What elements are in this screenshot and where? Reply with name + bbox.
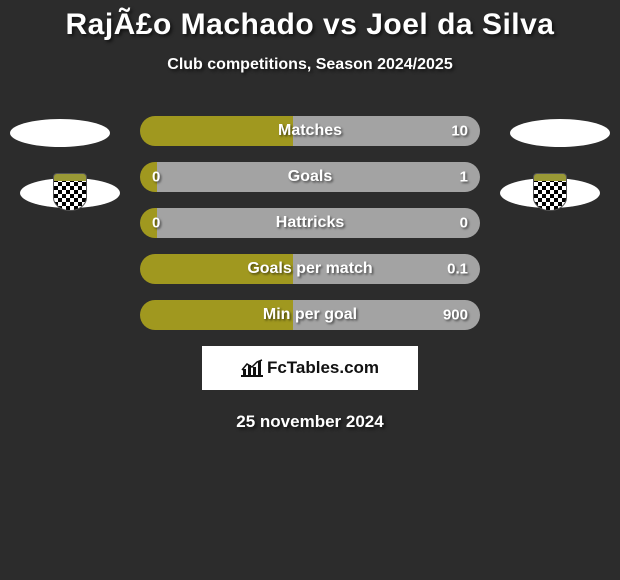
crest-icon <box>533 173 567 211</box>
stat-label: Matches <box>278 122 342 140</box>
source-logo-text: FcTables.com <box>267 358 379 378</box>
stat-row: Min per goal 900 <box>140 300 480 330</box>
stat-bars: Matches 10 Goals 0 1 Hattricks 0 0 Goals per mat… <box>140 116 480 330</box>
stat-label: Goals <box>288 168 332 186</box>
comparison-card: RajÃ£o Machado vs Joel da Silva Club com… <box>0 0 620 432</box>
stat-value-left: 0 <box>152 169 160 186</box>
date-label: 25 november 2024 <box>0 412 620 432</box>
stat-row: Matches 10 <box>140 116 480 146</box>
stat-row: Hattricks 0 0 <box>140 208 480 238</box>
stat-bar-left <box>140 116 293 146</box>
stat-value-right: 0 <box>460 215 468 232</box>
stat-row: Goals 0 1 <box>140 162 480 192</box>
page-title: RajÃ£o Machado vs Joel da Silva <box>0 8 620 42</box>
stat-value-left: 0 <box>152 215 160 232</box>
crest-icon <box>53 173 87 211</box>
stat-label: Hattricks <box>276 214 344 232</box>
chart-icon <box>241 359 263 377</box>
player-left-avatar <box>10 119 110 147</box>
stat-value-right: 0.1 <box>447 261 468 278</box>
source-logo: FcTables.com <box>202 346 418 390</box>
main-row: Matches 10 Goals 0 1 Hattricks 0 0 Goals per mat… <box>0 116 620 330</box>
club-left-crest <box>20 178 120 208</box>
club-right-crest <box>500 178 600 208</box>
player-right-avatar <box>510 119 610 147</box>
stat-value-right: 900 <box>443 307 468 324</box>
stat-label: Min per goal <box>263 306 357 324</box>
stat-row: Goals per match 0.1 <box>140 254 480 284</box>
page-subtitle: Club competitions, Season 2024/2025 <box>0 56 620 74</box>
stat-value-right: 10 <box>451 123 468 140</box>
stat-label: Goals per match <box>247 260 372 278</box>
stat-value-right: 1 <box>460 169 468 186</box>
